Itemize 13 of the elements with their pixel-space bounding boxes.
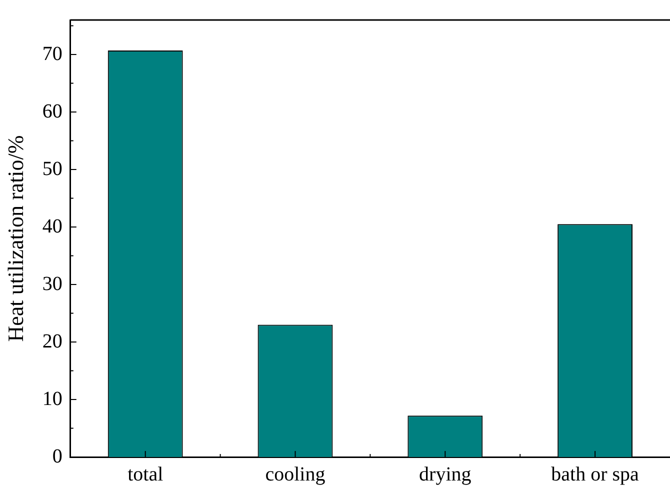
y-axis-title: Heat utilization ratio/% xyxy=(2,135,28,342)
y-tick-label: 70 xyxy=(42,42,62,65)
y-tick-label: 30 xyxy=(42,272,62,295)
x-tick-label: total xyxy=(128,463,164,486)
y-tick-label: 10 xyxy=(42,388,62,410)
y-tick-label: 0 xyxy=(52,445,62,468)
x-tick-label: cooling xyxy=(265,463,326,486)
y-tick-label: 50 xyxy=(42,158,62,180)
x-tick-label: drying xyxy=(419,463,472,486)
y-tick-label: 40 xyxy=(42,215,62,238)
y-tick-label: 60 xyxy=(42,100,62,122)
x-tick-label: bath or spa xyxy=(551,463,640,486)
y-tick-label: 20 xyxy=(42,330,62,352)
